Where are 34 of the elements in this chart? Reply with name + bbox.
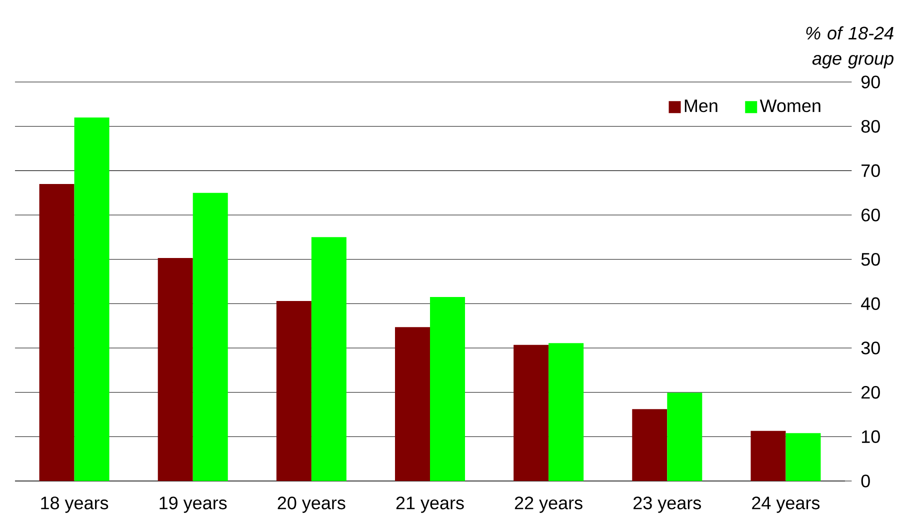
y-tick-label: 40 (861, 297, 880, 310)
bar (786, 433, 821, 481)
x-tick-label: 22 years (514, 496, 582, 513)
bar (632, 409, 668, 481)
bar (158, 258, 193, 481)
bar (667, 392, 702, 481)
y-tick-label: 80 (861, 120, 880, 133)
bar (276, 301, 312, 481)
y-tick-label: 70 (862, 164, 880, 178)
bar (548, 343, 584, 481)
x-tick-label: 21 years (396, 496, 464, 513)
y-tick-label: 60 (862, 208, 880, 222)
y-axis-title: % of 18-24 age group (806, 26, 894, 68)
y-tick-label: 50 (861, 252, 880, 266)
bar (750, 430, 786, 481)
bar (430, 297, 466, 481)
y-tick-label: 90 (861, 76, 880, 88)
x-tick-label: 19 years (160, 496, 227, 513)
x-tick-label: 24 years (752, 496, 820, 513)
bar (395, 327, 430, 481)
legend-label: Men (684, 100, 718, 112)
y-tick-label: 20 (862, 386, 880, 399)
legend-label: Women (760, 100, 820, 112)
bar (39, 184, 74, 481)
bar (514, 344, 549, 481)
bar (311, 237, 346, 481)
x-tick-label: 20 years (278, 496, 346, 513)
x-tick-label: 23 years (634, 496, 701, 513)
y-tick-label: 10 (862, 430, 880, 444)
x-tick-label: 18 years (41, 496, 108, 513)
y-tick-label: 0 (861, 474, 870, 488)
bar (192, 192, 228, 481)
bar (74, 117, 110, 481)
y-tick-label: 30 (861, 342, 880, 354)
